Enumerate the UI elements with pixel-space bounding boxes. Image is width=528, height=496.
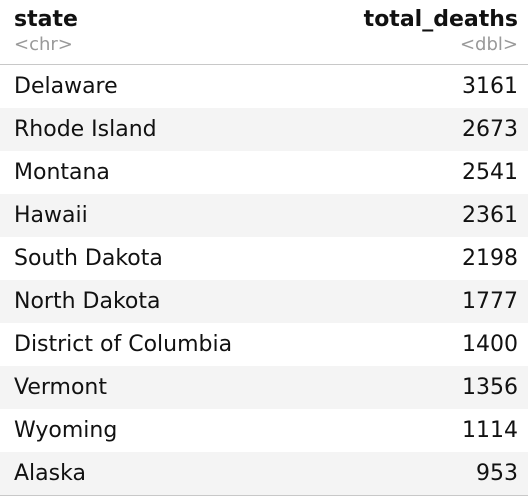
cell-total-deaths: 3161	[462, 74, 518, 99]
table-body: Delaware 3161 Rhode Island 2673 Montana …	[0, 65, 528, 495]
table-row: Hawaii 2361	[0, 194, 528, 237]
table-row: South Dakota 2198	[0, 237, 528, 280]
cell-state: Delaware	[14, 74, 118, 99]
cell-total-deaths: 2541	[462, 160, 518, 185]
cell-state: Rhode Island	[14, 117, 157, 142]
cell-state: South Dakota	[14, 246, 163, 271]
table-header: state <chr> total_deaths <dbl>	[0, 0, 528, 65]
table-row: Rhode Island 2673	[0, 108, 528, 151]
table-row: Delaware 3161	[0, 65, 528, 108]
cell-state: Wyoming	[14, 418, 118, 443]
cell-total-deaths: 2673	[462, 117, 518, 142]
column-header-total-deaths: total_deaths	[363, 7, 518, 32]
cell-total-deaths: 1777	[462, 289, 518, 314]
table-row: Vermont 1356	[0, 366, 528, 409]
cell-state: Alaska	[14, 461, 86, 486]
column-type-total-deaths: <dbl>	[459, 34, 518, 55]
cell-total-deaths: 953	[476, 461, 518, 486]
table-row: District of Columbia 1400	[0, 323, 528, 366]
table-row: Montana 2541	[0, 151, 528, 194]
cell-state: Montana	[14, 160, 110, 185]
cell-total-deaths: 2361	[462, 203, 518, 228]
column-header-state: state	[14, 7, 78, 32]
column-type-state: <chr>	[14, 34, 73, 55]
cell-total-deaths: 1400	[462, 332, 518, 357]
cell-state: District of Columbia	[14, 332, 233, 357]
table-row: Alaska 953	[0, 452, 528, 495]
table-row: North Dakota 1777	[0, 280, 528, 323]
table-row: Wyoming 1114	[0, 409, 528, 452]
cell-state: Vermont	[14, 375, 107, 400]
cell-state: Hawaii	[14, 203, 88, 228]
cell-total-deaths: 1114	[462, 418, 518, 443]
cell-total-deaths: 2198	[462, 246, 518, 271]
cell-state: North Dakota	[14, 289, 161, 314]
cell-total-deaths: 1356	[462, 375, 518, 400]
